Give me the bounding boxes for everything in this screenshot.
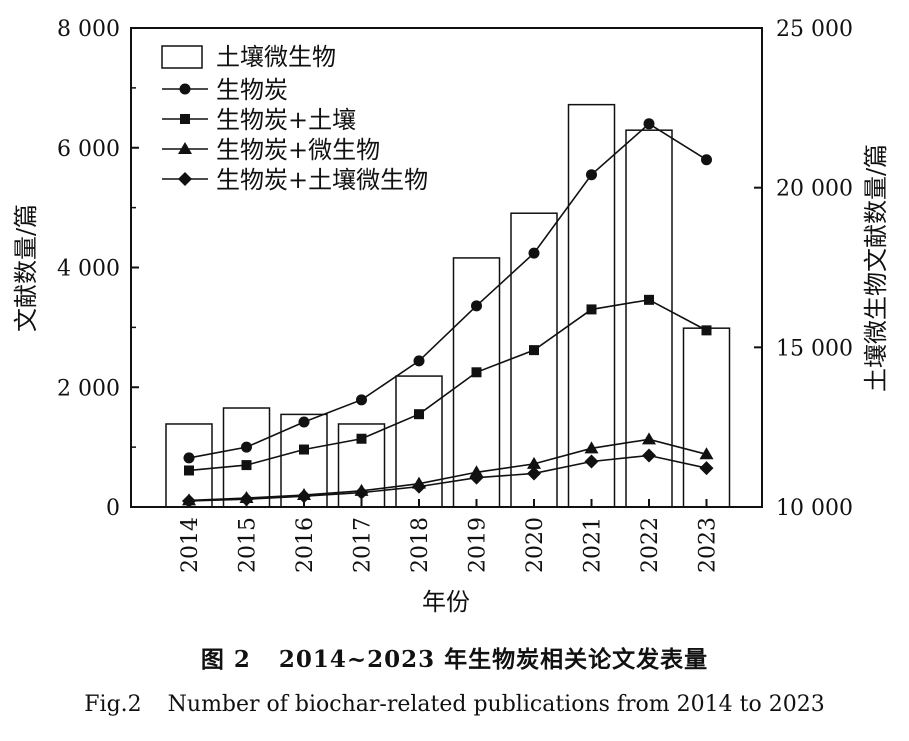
figure-caption-cn: 图 2 2014~2023 年生物炭相关论文发表量 (0, 640, 909, 674)
series-0-point-2020 (528, 247, 540, 259)
lines-layer (182, 118, 714, 509)
legend-label-1: 生物炭+土壤 (216, 106, 356, 134)
series-2-point-2022 (642, 432, 656, 445)
series-1-point-2022 (644, 294, 654, 305)
series-line-1 (188, 298, 707, 472)
series-1-point-2014 (184, 465, 194, 476)
caption-cn-label: 图 2 (200, 646, 251, 673)
series-1-point-2017 (356, 433, 367, 444)
left-axis-label: 文献数量/篇 (12, 204, 40, 332)
series-2-point-2023 (699, 447, 714, 460)
publications-chart: 0 2 000 4 000 6 000 8 000 10 000 15 000 20 000… (12, 17, 890, 616)
x-axis: 2014 2015 2016 2017 2018 2019 2020 2021 2022 2023 (178, 499, 721, 573)
x-tick-label-2016: 2016 (293, 517, 318, 573)
series-3-point-2017 (354, 485, 369, 500)
series-3-point-2016 (297, 489, 311, 504)
x-tick-label-2020: 2020 (523, 517, 548, 573)
x-tick-label-2019: 2019 (466, 517, 491, 573)
left-tick-label: 0 (106, 496, 120, 521)
legend-label-3: 生物炭+土壤微生物 (216, 166, 428, 194)
series-line-2 (188, 438, 707, 502)
legend-label-bar: 土壤微生物 (216, 43, 336, 71)
series-line-0 (188, 122, 707, 459)
legend-swatch-bar (161, 45, 203, 69)
series-2-point-2021 (584, 441, 599, 454)
series-2-point-2020 (527, 456, 541, 469)
x-tick-label-2014: 2014 (178, 517, 203, 573)
series-0-point-2018 (413, 355, 425, 367)
x-tick-label-2021: 2021 (581, 517, 606, 573)
bar-2015 (222, 407, 271, 508)
x-tick-label-2017: 2017 (351, 517, 376, 573)
left-tick-label: 6 000 (57, 137, 120, 162)
bar-2023 (682, 327, 731, 508)
legend-marker-2 (178, 142, 192, 154)
legend-marker-0 (179, 83, 191, 95)
left-tick-label: 4 000 (57, 257, 120, 282)
series-3-point-2021 (584, 454, 599, 469)
right-tick-label: 15 000 (776, 336, 853, 361)
series-1-point-2019 (471, 367, 482, 378)
legend-label-2: 生物炭+微生物 (216, 136, 380, 164)
series-1-point-2016 (299, 444, 309, 455)
series-0-point-2014 (183, 452, 195, 464)
right-tick-label: 10 000 (776, 496, 853, 521)
series-0-point-2015 (241, 441, 252, 453)
x-tick-label-2015: 2015 (236, 517, 261, 573)
caption-en-text: Number of biochar-related publications f… (167, 692, 825, 717)
series-0-point-2019 (471, 300, 482, 312)
x-tick-label-2022: 2022 (638, 517, 663, 573)
series-3-point-2022 (642, 448, 656, 463)
series-0-point-2016 (298, 416, 310, 428)
series-3-point-2018 (412, 479, 426, 494)
left-axis: 0 2 000 4 000 6 000 8 000 (57, 17, 139, 521)
right-tick-label: 25 000 (776, 17, 853, 42)
series-1-point-2020 (529, 345, 539, 356)
caption-en-label: Fig.2 (84, 692, 142, 717)
legend-marker-1 (180, 114, 190, 124)
series-1-point-2015 (241, 460, 252, 471)
series-line-3 (188, 454, 707, 502)
x-axis-label: 年份 (422, 588, 470, 616)
right-tick-label: 20 000 (776, 177, 853, 202)
right-axis: 10 000 15 000 20 000 25 000 (754, 17, 853, 521)
left-tick-label: 2 000 (57, 376, 120, 401)
left-tick-label: 8 000 (57, 17, 120, 42)
series-1-point-2021 (586, 304, 597, 315)
series-1-point-2018 (414, 409, 424, 420)
legend-label-0: 生物炭 (216, 76, 288, 104)
figure-caption-en: Fig.2 Number of biochar-related publicati… (0, 692, 909, 717)
series-1-point-2023 (701, 325, 712, 336)
series-0-point-2021 (586, 169, 597, 181)
x-tick-label-2018: 2018 (408, 517, 433, 573)
series-0-point-2022 (643, 118, 655, 130)
series-3-point-2019 (469, 470, 484, 485)
right-axis-label: 土壤微生物文献数量/篇 (862, 144, 890, 392)
series-3-point-2020 (527, 466, 541, 481)
caption-cn-text: 2014~2023 年生物炭相关论文发表量 (278, 646, 709, 673)
x-tick-label-2023: 2023 (696, 517, 721, 573)
legend-marker-3 (178, 172, 192, 186)
series-3-point-2023 (699, 461, 714, 476)
series-0-point-2017 (356, 394, 367, 406)
series-0-point-2023 (701, 154, 712, 166)
